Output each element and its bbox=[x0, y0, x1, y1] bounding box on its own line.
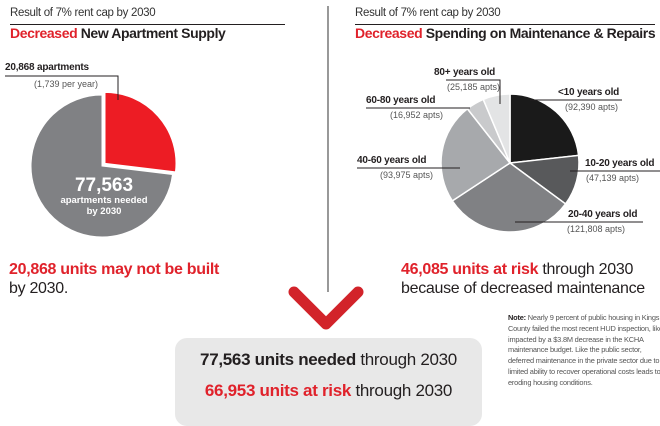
pie-slice--10-years-old bbox=[509, 93, 580, 164]
pie-slice-80-years-old bbox=[482, 93, 511, 164]
pie-center-label: 77,563 apartments needed by 2030 bbox=[60, 175, 148, 217]
left-summary: 20,868 units may not be built by 2030. bbox=[9, 261, 220, 297]
supply-pie bbox=[30, 91, 177, 238]
label-40-60: 40-60 years old bbox=[357, 155, 427, 166]
sub-60-80: (16,952 apts) bbox=[390, 110, 444, 120]
summary-box bbox=[175, 338, 482, 426]
left-title: Decreased New Apartment Supply bbox=[10, 25, 226, 41]
sub-under-10: (92,390 apts) bbox=[565, 102, 619, 112]
chevron-down-icon bbox=[288, 286, 364, 330]
label-20-40: 20-40 years old bbox=[568, 209, 638, 220]
slice-sub: (1,739 per year) bbox=[34, 79, 99, 89]
label-10-20: 10-20 years old bbox=[585, 158, 655, 169]
sub-10-20: (47,139 apts) bbox=[586, 173, 640, 183]
pie-slice-20-868-apartments bbox=[104, 91, 177, 173]
maintenance-pie bbox=[440, 93, 580, 233]
needed-line: 77,563 units needed through 2030 bbox=[200, 350, 457, 369]
sub-20-40: (121,808 apts) bbox=[567, 224, 626, 234]
label-under-10: <10 years old bbox=[558, 87, 620, 98]
pie-slice-20-40-years-old bbox=[451, 162, 567, 233]
pie-slice-40-60-years-old bbox=[440, 107, 512, 202]
label-60-80: 60-80 years old bbox=[366, 95, 436, 106]
left-kicker: Result of 7% rent cap by 2030 bbox=[10, 7, 156, 19]
sub-80plus: (25,185 apts) bbox=[447, 82, 501, 92]
right-title: Decreased Spending on Maintenance & Repa… bbox=[355, 25, 656, 41]
slice-label: 20,868 apartments bbox=[5, 62, 89, 73]
right-kicker: Result of 7% rent cap by 2030 bbox=[355, 7, 501, 19]
risk-line: 66,953 units at risk through 2030 bbox=[204, 381, 453, 400]
note: Note: Nearly 9 percent of public housing… bbox=[508, 313, 660, 387]
label-80plus: 80+ years old bbox=[434, 67, 496, 78]
sub-40-60: (93,975 apts) bbox=[380, 170, 434, 180]
pie-slice-remaining bbox=[30, 94, 174, 238]
right-summary: 46,085 units at risk through 2030 becaus… bbox=[401, 261, 645, 297]
leader-lines bbox=[5, 75, 660, 223]
